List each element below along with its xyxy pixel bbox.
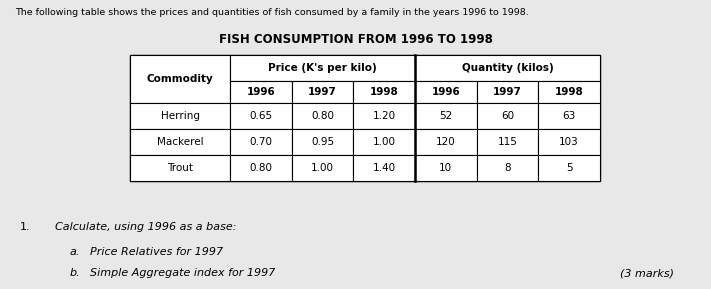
Text: Trout: Trout <box>167 163 193 173</box>
Bar <box>130 155 230 181</box>
Bar <box>415 129 476 155</box>
Text: 0.80: 0.80 <box>250 163 272 173</box>
Text: 0.70: 0.70 <box>250 137 272 147</box>
Bar <box>230 103 292 129</box>
Text: 1996: 1996 <box>432 87 460 97</box>
Bar <box>353 155 415 181</box>
Text: (3 marks): (3 marks) <box>620 268 674 278</box>
Text: 1997: 1997 <box>308 87 337 97</box>
Text: 1997: 1997 <box>493 87 522 97</box>
Text: 1.00: 1.00 <box>311 163 334 173</box>
Text: The following table shows the prices and quantities of fish consumed by a family: The following table shows the prices and… <box>15 8 529 17</box>
Bar <box>230 155 292 181</box>
Bar <box>538 129 600 155</box>
Bar <box>476 81 538 103</box>
Text: a.: a. <box>70 247 80 257</box>
Text: Price (K's per kilo): Price (K's per kilo) <box>268 63 377 73</box>
Text: Herring: Herring <box>161 111 200 121</box>
Bar <box>230 55 415 81</box>
Text: 63: 63 <box>562 111 576 121</box>
Bar <box>415 55 600 81</box>
Text: 1998: 1998 <box>555 87 584 97</box>
Bar <box>476 103 538 129</box>
Bar <box>292 103 353 129</box>
Bar <box>292 129 353 155</box>
Text: b.: b. <box>70 268 80 278</box>
Text: 60: 60 <box>501 111 514 121</box>
Text: 115: 115 <box>498 137 518 147</box>
Bar <box>292 81 353 103</box>
Bar <box>230 81 292 103</box>
Text: Mackerel: Mackerel <box>156 137 203 147</box>
Text: Simple Aggregate index for 1997: Simple Aggregate index for 1997 <box>90 268 275 278</box>
Text: Commodity: Commodity <box>146 74 213 84</box>
Text: 103: 103 <box>560 137 579 147</box>
Bar <box>353 81 415 103</box>
Bar <box>415 81 476 103</box>
Bar <box>292 155 353 181</box>
Text: Calculate, using 1996 as a base:: Calculate, using 1996 as a base: <box>55 222 237 232</box>
Bar <box>415 103 476 129</box>
Text: FISH CONSUMPTION FROM 1996 TO 1998: FISH CONSUMPTION FROM 1996 TO 1998 <box>218 33 493 46</box>
Text: 120: 120 <box>436 137 456 147</box>
Text: 10: 10 <box>439 163 452 173</box>
Text: Price Relatives for 1997: Price Relatives for 1997 <box>90 247 223 257</box>
Bar <box>538 155 600 181</box>
Text: 1998: 1998 <box>370 87 399 97</box>
Text: 1.20: 1.20 <box>373 111 396 121</box>
Bar <box>476 155 538 181</box>
Bar <box>538 81 600 103</box>
Bar <box>415 155 476 181</box>
Text: 8: 8 <box>504 163 510 173</box>
Text: Quantity (kilos): Quantity (kilos) <box>461 63 553 73</box>
Bar <box>476 129 538 155</box>
Text: 0.80: 0.80 <box>311 111 334 121</box>
Text: 1996: 1996 <box>247 87 275 97</box>
Bar <box>230 129 292 155</box>
Bar <box>130 129 230 155</box>
Bar <box>538 103 600 129</box>
Text: 1.: 1. <box>20 222 31 232</box>
Text: 52: 52 <box>439 111 452 121</box>
Text: 5: 5 <box>566 163 572 173</box>
Text: 1.00: 1.00 <box>373 137 395 147</box>
Bar <box>353 103 415 129</box>
Text: 1.40: 1.40 <box>373 163 396 173</box>
Bar <box>353 129 415 155</box>
Text: 0.95: 0.95 <box>311 137 334 147</box>
Bar <box>130 103 230 129</box>
Text: 0.65: 0.65 <box>250 111 272 121</box>
